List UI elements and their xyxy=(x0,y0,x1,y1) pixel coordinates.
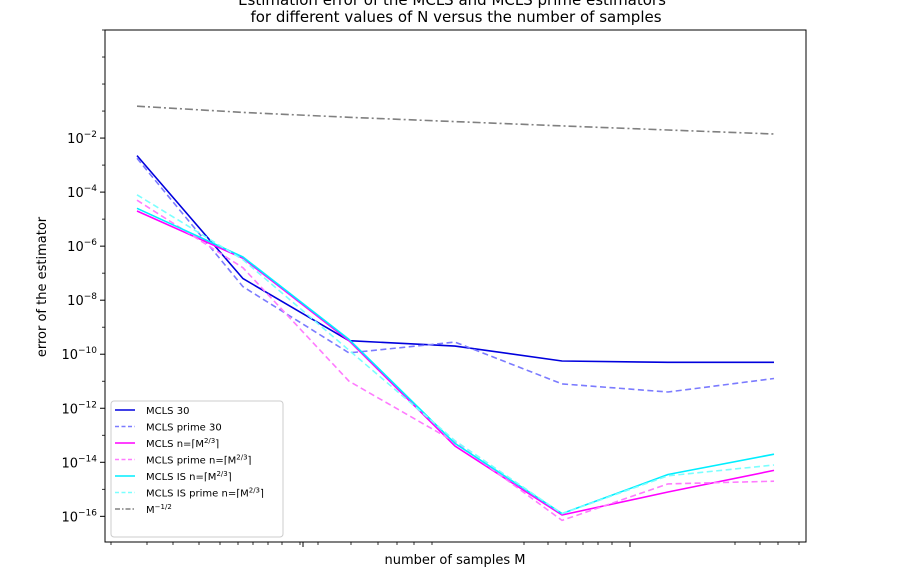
series-line-5 xyxy=(136,207,775,515)
legend-label: MCLS prime n=⌈M2/3​⌉ xyxy=(146,454,251,467)
y-tick-label: 10−8 xyxy=(67,292,97,309)
series-line-3 xyxy=(136,210,775,516)
y-tick-label: 10−6 xyxy=(67,238,97,255)
series-line-4 xyxy=(136,199,775,522)
plot-frame xyxy=(104,29,807,543)
legend-label: MCLS 30 xyxy=(146,406,189,417)
y-tick-label: 10−16 xyxy=(61,508,97,525)
x-axis-label: number of samples M xyxy=(385,553,526,568)
series-line-6 xyxy=(136,194,775,515)
legend-box xyxy=(110,400,284,538)
legend-label: MCLS prime 30 xyxy=(146,423,222,434)
y-tick-label: 10−14 xyxy=(61,454,97,471)
chart-title-line-2: for different values of N versus the num… xyxy=(250,8,661,26)
chart-title-line-1: Estimation error of the MCLS and MCLS pr… xyxy=(238,0,666,9)
y-tick-label: 10−10 xyxy=(61,346,97,363)
y-tick-label: 10−4 xyxy=(67,184,97,201)
y-tick-label: 10−12 xyxy=(61,400,97,417)
y-tick-label: 10−2 xyxy=(67,130,97,147)
series-line-2 xyxy=(136,157,775,393)
legend-label: MCLS IS prime n=⌈M2/3​⌉ xyxy=(146,487,264,500)
legend-label: M−1/2​ xyxy=(146,503,172,516)
legend: MCLS 30 MCLS prime 30 MCLS n=⌈M2/3​⌉ MCLS p… xyxy=(110,400,284,538)
plot-area: 10−16 10−14 10−12 10−10 10−8 10−6 10−4 10−2 xyxy=(61,29,807,547)
series-line-7 xyxy=(136,105,775,135)
legend-label: MCLS n=⌈M2/3​⌉ xyxy=(146,437,219,450)
y-axis-label: error of the estimator xyxy=(35,216,50,357)
legend-label: MCLS IS n=⌈M2/3​⌉ xyxy=(146,470,232,483)
series-line-1 xyxy=(136,155,774,364)
